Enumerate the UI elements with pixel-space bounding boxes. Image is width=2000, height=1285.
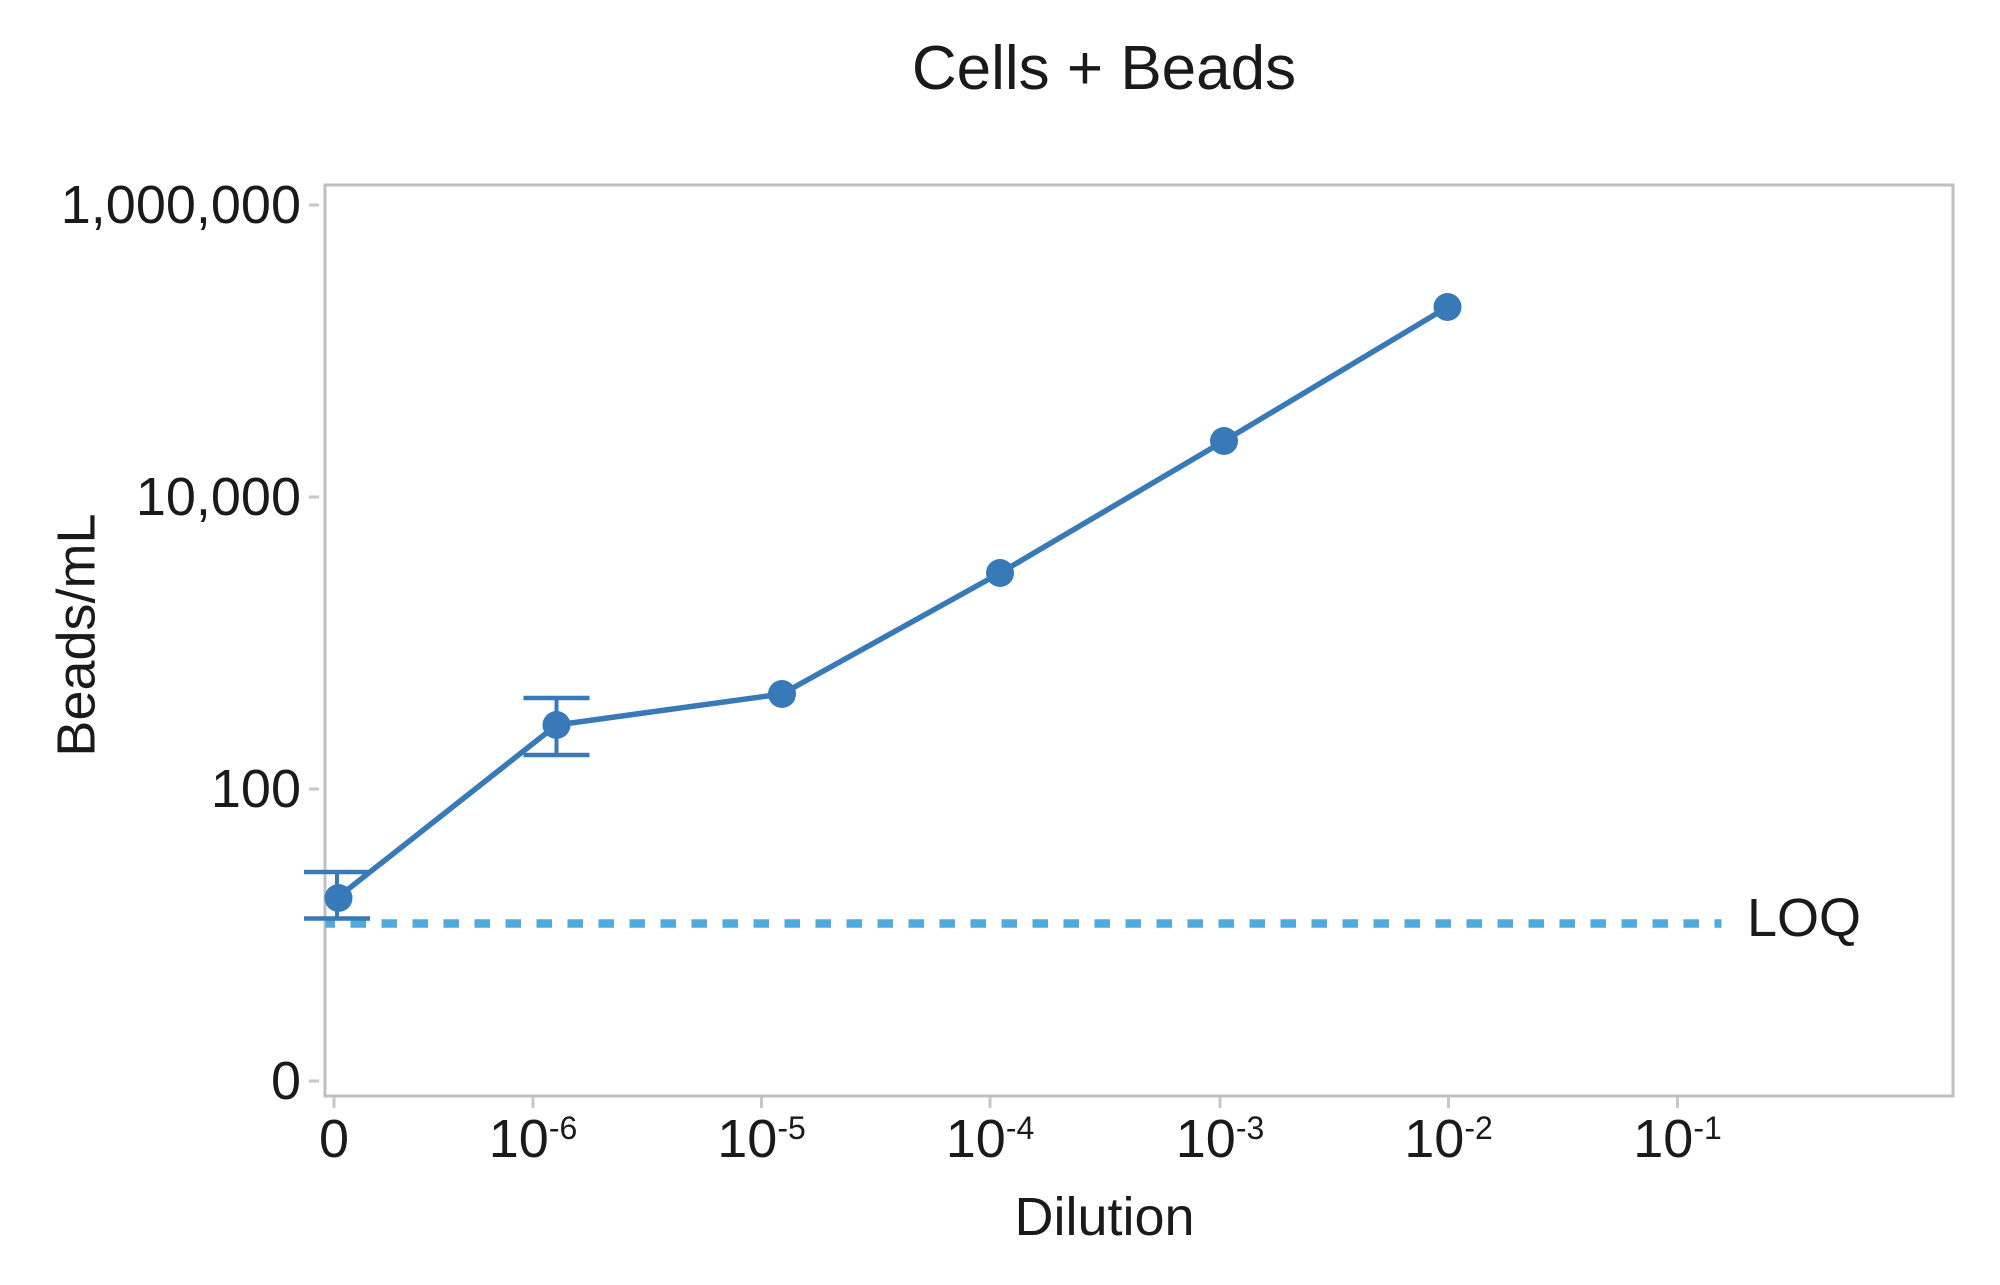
svg-text:10-1: 10-1 [1633,1109,1722,1169]
svg-text:0: 0 [319,1109,349,1169]
svg-text:10-2: 10-2 [1404,1109,1493,1169]
svg-text:10,000: 10,000 [136,467,301,527]
svg-text:Cells + Beads: Cells + Beads [912,34,1296,103]
svg-text:1,000,000: 1,000,000 [61,175,301,235]
svg-text:10-5: 10-5 [717,1109,806,1169]
svg-text:LOQ: LOQ [1747,888,1861,948]
svg-text:Dilution: Dilution [1014,1187,1194,1247]
svg-text:10-6: 10-6 [489,1109,578,1169]
svg-text:0: 0 [271,1051,301,1111]
svg-text:100: 100 [211,759,301,819]
svg-text:10-3: 10-3 [1176,1109,1265,1169]
svg-text:Beads/mL: Beads/mL [47,513,107,756]
svg-text:10-4: 10-4 [946,1109,1035,1169]
